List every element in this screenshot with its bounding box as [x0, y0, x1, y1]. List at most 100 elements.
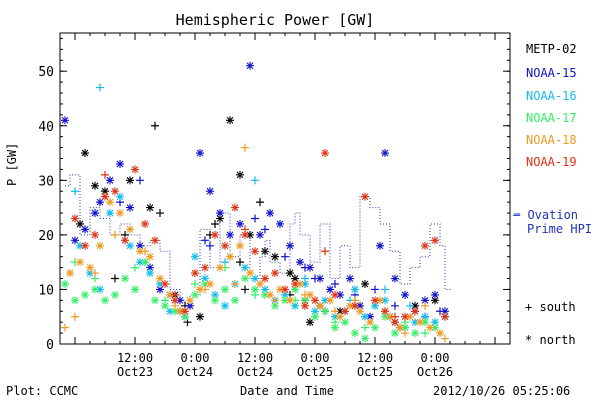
legend-entry-noaa-15: NOAA-15 — [526, 66, 577, 80]
noaa-18-north-point — [346, 301, 354, 310]
noaa-19-north-point — [431, 236, 439, 245]
noaa-19-north-point — [191, 269, 199, 278]
noaa-16-south-point — [96, 83, 104, 92]
noaa-17-north-point — [181, 312, 189, 321]
noaa-15-north-point — [61, 116, 69, 125]
noaa-18-north-point — [126, 225, 134, 234]
y-tick-label: 20 — [38, 229, 54, 244]
x-tick-label-time: 0:00 — [181, 351, 210, 365]
noaa-15-north-point — [316, 274, 324, 283]
noaa-19-north-point — [411, 307, 419, 316]
y-axis-label: P [GW] — [5, 142, 19, 186]
noaa-18-north-point — [116, 209, 124, 218]
noaa-17-north-point — [361, 334, 369, 343]
noaa-15-north-point — [366, 312, 374, 321]
noaa-16-north-point — [331, 312, 339, 321]
x-tick-label-time: 0:00 — [301, 351, 330, 365]
metp-02-north-point — [411, 301, 419, 310]
noaa-15-north-point — [136, 241, 144, 250]
noaa-15-south-point — [371, 285, 379, 294]
noaa-15-north-point — [346, 274, 354, 283]
noaa-18-north-point — [76, 258, 84, 267]
noaa-19-north-point — [361, 192, 369, 201]
noaa-18-north-point — [96, 241, 104, 250]
noaa-17-north-point — [121, 274, 129, 283]
noaa-16-north-point — [166, 307, 174, 316]
noaa-19-north-point — [101, 192, 109, 201]
noaa-17-north-point — [401, 323, 409, 332]
noaa-19-north-point — [251, 247, 259, 256]
metp-02-north-point — [246, 230, 254, 239]
noaa-17-north-point — [331, 323, 339, 332]
noaa-15-north-point — [91, 209, 99, 218]
noaa-17-north-point — [411, 329, 419, 338]
noaa-19-north-point — [301, 301, 309, 310]
noaa-16-north-point — [321, 296, 329, 305]
noaa-19-north-point — [331, 290, 339, 299]
noaa-15-north-point — [356, 301, 364, 310]
noaa-17-north-point — [161, 301, 169, 310]
noaa-17-north-point — [211, 296, 219, 305]
noaa-18-north-point — [156, 274, 164, 283]
metp-02-south-point — [256, 198, 264, 207]
noaa-18-south-point — [421, 301, 429, 310]
noaa-16-north-point — [351, 285, 359, 294]
noaa-18-north-point — [396, 323, 404, 332]
noaa-16-north-point — [146, 269, 154, 278]
metp-02-south-point — [111, 274, 119, 283]
noaa-16-south-point — [406, 301, 414, 310]
noaa-19-north-point — [401, 312, 409, 321]
noaa-18-south-point — [241, 143, 249, 152]
noaa-17-south-point — [191, 279, 199, 288]
noaa-16-north-point — [421, 312, 429, 321]
noaa-18-north-point — [226, 252, 234, 261]
metp-02-north-point — [76, 219, 84, 228]
metp-02-south-point — [211, 219, 219, 228]
noaa-16-north-point — [106, 209, 114, 218]
noaa-19-north-point — [111, 187, 119, 196]
metp-02-north-point — [196, 312, 204, 321]
noaa-19-north-point — [311, 296, 319, 305]
metp-02-north-point — [271, 252, 279, 261]
noaa-15-north-point — [296, 258, 304, 267]
noaa-18-north-point — [436, 329, 444, 338]
noaa-18-north-point — [316, 301, 324, 310]
noaa-15-south-point — [201, 236, 209, 245]
metp-02-north-point — [291, 274, 299, 283]
noaa-17-north-point — [321, 307, 329, 316]
noaa-16-north-point — [116, 192, 124, 201]
noaa-15-north-point — [146, 263, 154, 272]
noaa-17-north-point — [431, 323, 439, 332]
noaa-17-south-point — [361, 323, 369, 332]
noaa-16-north-point — [411, 318, 419, 327]
noaa-16-north-point — [156, 279, 164, 288]
noaa-16-north-point — [96, 285, 104, 294]
noaa-18-north-point — [86, 263, 94, 272]
noaa-18-north-point — [196, 285, 204, 294]
legend-marker-north: * north — [525, 333, 576, 347]
metp-02-south-point — [156, 209, 164, 218]
noaa-16-south-point — [381, 285, 389, 294]
noaa-16-south-point — [251, 176, 259, 185]
legend-ovation-line1: — Ovation — [513, 208, 579, 222]
noaa-15-north-point — [391, 274, 399, 283]
noaa-15-north-point — [176, 296, 184, 305]
noaa-15-north-point — [431, 290, 439, 299]
metp-02-north-point — [226, 116, 234, 125]
noaa-18-south-point — [401, 329, 409, 338]
noaa-19-north-point — [381, 307, 389, 316]
y-tick-label: 40 — [38, 120, 54, 135]
noaa-18-north-point — [106, 198, 114, 207]
noaa-16-north-point — [361, 312, 369, 321]
noaa-18-north-point — [166, 290, 174, 299]
noaa-17-north-point — [81, 290, 89, 299]
noaa-19-south-point — [321, 247, 329, 256]
noaa-17-north-point — [61, 279, 69, 288]
noaa-18-north-point — [146, 252, 154, 261]
noaa-17-north-point — [151, 296, 159, 305]
noaa-19-north-point — [321, 149, 329, 158]
noaa-15-north-point — [226, 230, 234, 239]
noaa-17-north-point — [171, 307, 179, 316]
metp-02-north-point — [306, 318, 314, 327]
